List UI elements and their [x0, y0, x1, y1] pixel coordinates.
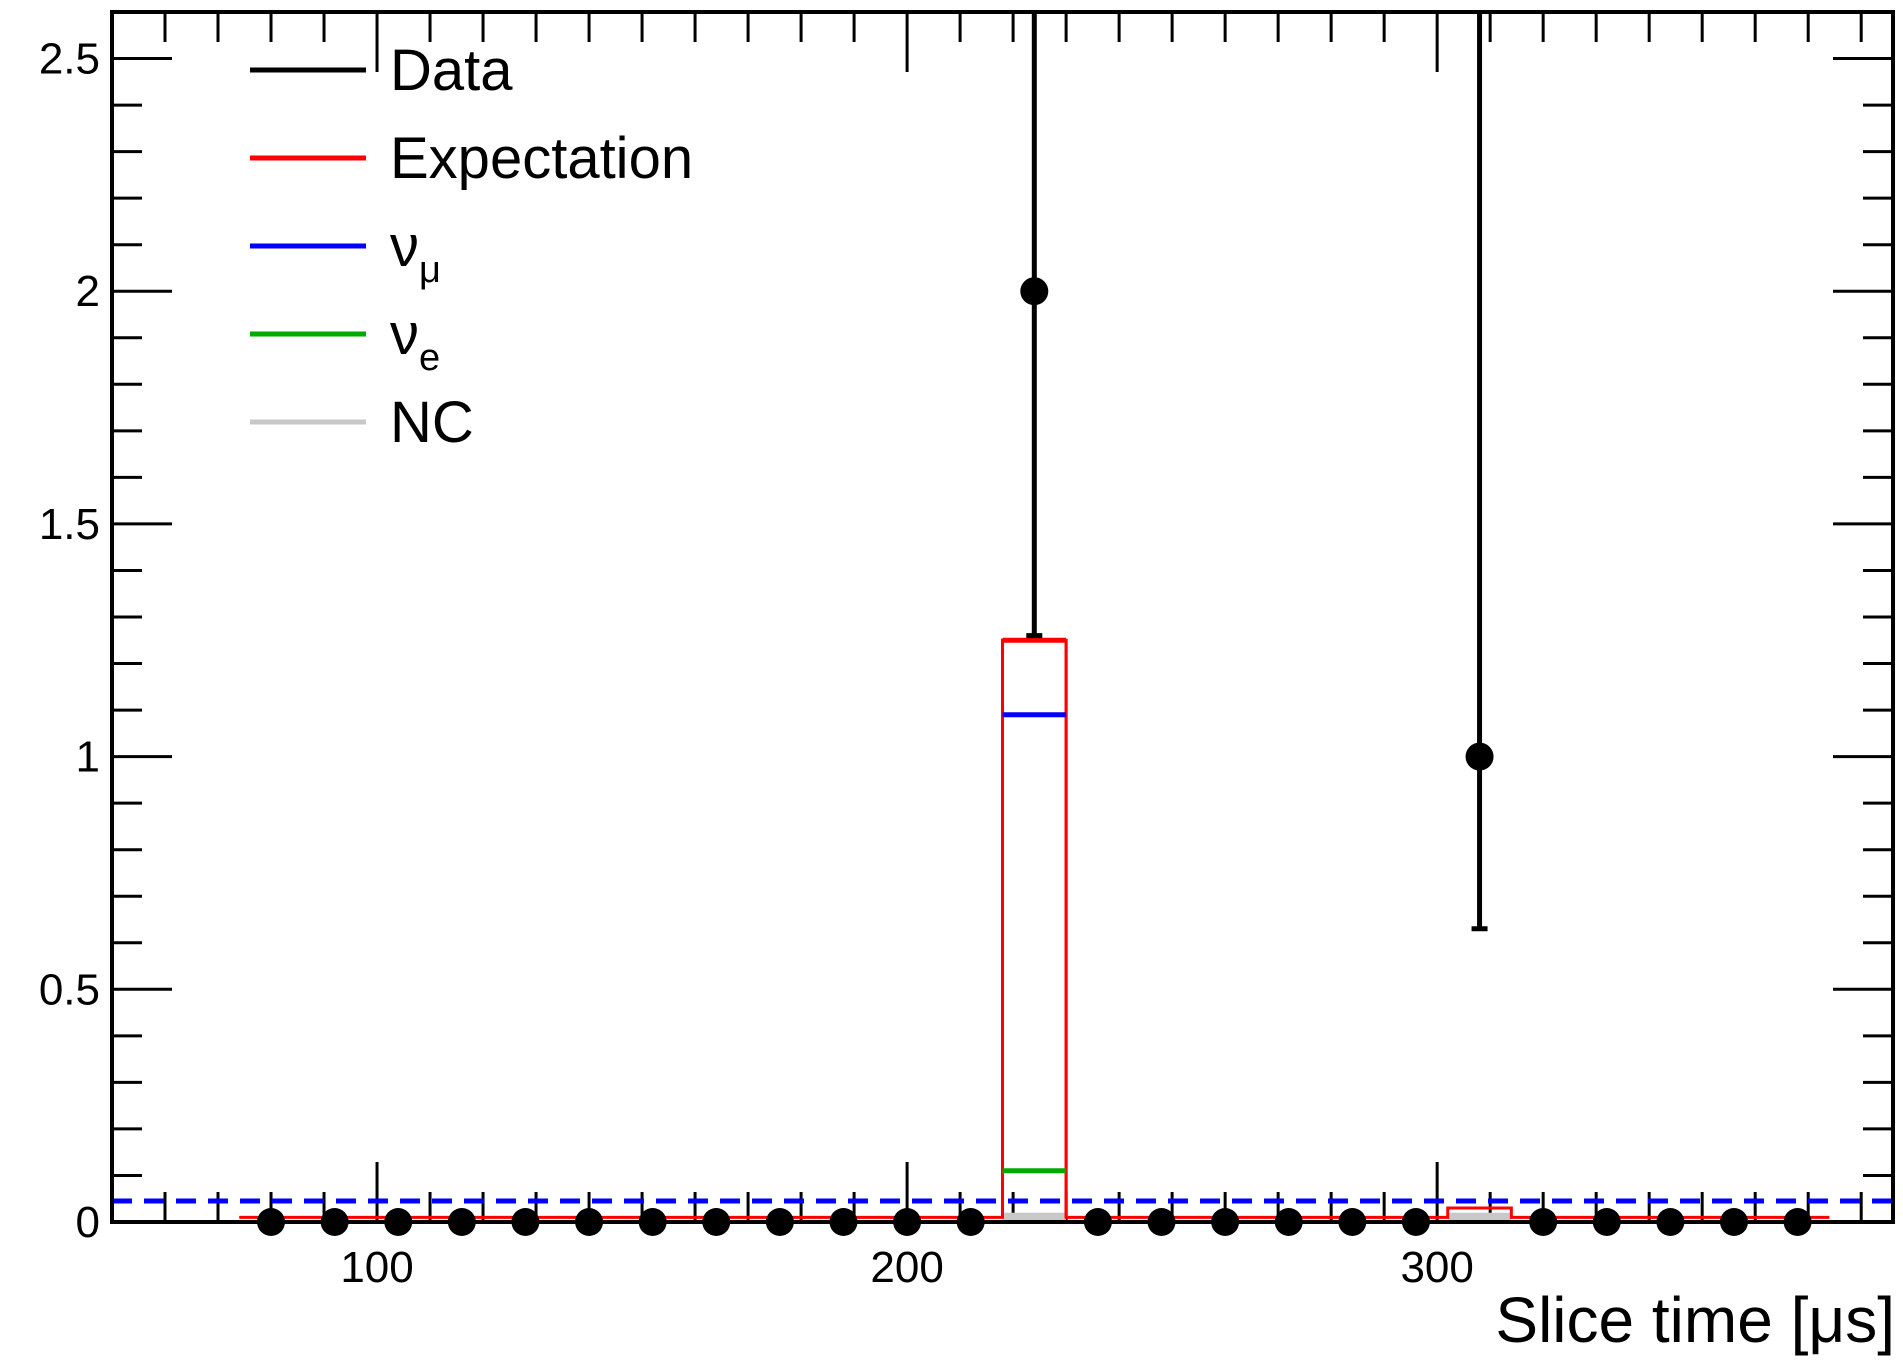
- y-tick-label: 0.5: [39, 965, 100, 1014]
- histograms: [239, 637, 1830, 1222]
- legend-subscript-nue: e: [419, 337, 440, 379]
- x-axis-title: Slice time [μs]: [1495, 1284, 1895, 1356]
- data-points: [257, 12, 1812, 1236]
- data-point: [1465, 742, 1494, 771]
- axis-ticks: [112, 10, 1893, 1224]
- data-point: [1020, 277, 1049, 306]
- legend-label-data: Data: [390, 38, 513, 103]
- legend-label-expectation: Expectation: [390, 126, 693, 191]
- tick-labels: 0 0.5 1 1.5 2 2.5 100 200 300: [39, 35, 1474, 1292]
- x-tick-label: 200: [870, 1243, 943, 1292]
- legend-label-nue: νe: [390, 302, 440, 379]
- y-tick-label: 1: [76, 733, 100, 782]
- legend-label-nc: NC: [390, 390, 474, 455]
- y-tick-label: 0: [76, 1198, 100, 1247]
- plot-frame: [110, 10, 1895, 1224]
- y-tick-label: 2.5: [39, 35, 100, 84]
- y-tick-label: 2: [76, 267, 100, 316]
- expectation-histogram-line: [239, 638, 1830, 1219]
- x-tick-label: 300: [1400, 1243, 1473, 1292]
- x-tick-label: 100: [340, 1243, 413, 1292]
- legend-subscript-numu: μ: [419, 249, 441, 291]
- legend-label-numu: νμ: [390, 214, 441, 291]
- y-tick-label: 1.5: [39, 500, 100, 549]
- nc-histogram-bar: [1002, 1212, 1067, 1222]
- legend: Data Expectation νμ νe NC: [250, 38, 693, 455]
- nc-histogram-bar: [1447, 1212, 1512, 1222]
